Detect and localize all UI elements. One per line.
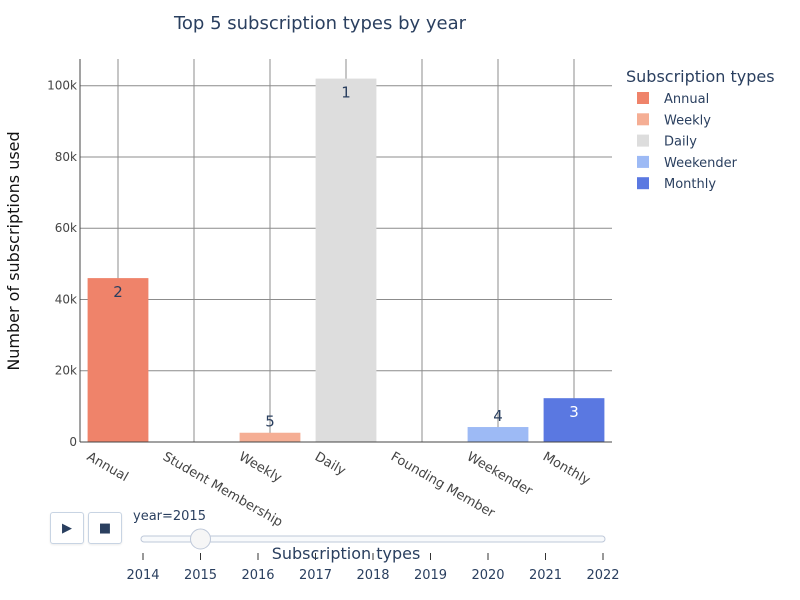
y-axis-title: Number of subscriptions used — [4, 131, 23, 370]
legend: Subscription types Annual Weekly Daily Weeke… — [626, 67, 775, 192]
y-tick-label: 0 — [69, 435, 77, 449]
legend-swatch — [637, 155, 649, 168]
x-tick-label: Weekly — [236, 449, 284, 486]
bar-daily[interactable] — [315, 78, 377, 443]
legend-label: Annual — [664, 92, 709, 107]
x-tick-label: Monthly — [540, 449, 593, 488]
bar-monthly[interactable] — [543, 398, 605, 442]
slider-year-label[interactable]: 2015 — [184, 568, 217, 583]
bar-rank-label: 3 — [569, 403, 579, 421]
bar-weekly[interactable] — [239, 432, 301, 442]
legend-label: Weekly — [664, 113, 711, 128]
slider-year-label[interactable]: 2020 — [471, 568, 504, 583]
slider-year-label[interactable]: 2014 — [126, 568, 159, 583]
bar-rank-label: 2 — [113, 283, 123, 301]
y-tick-label: 40k — [55, 292, 77, 306]
legend-item-weekender[interactable]: Weekender — [637, 155, 738, 171]
x-tick-label: Daily — [312, 449, 348, 479]
legend-swatch — [637, 92, 649, 104]
y-tick-label: 80k — [55, 150, 77, 164]
slider-year-label[interactable]: 2019 — [414, 568, 447, 583]
slider-year-label[interactable]: 2017 — [299, 568, 332, 583]
slider-year-label[interactable]: 2016 — [241, 568, 274, 583]
slider-year-label[interactable]: 2021 — [529, 568, 562, 583]
bar-weekender[interactable] — [467, 427, 529, 442]
bar-labels: 2 5 1 4 3 — [113, 84, 579, 431]
bar-rank-label: 1 — [341, 84, 351, 102]
x-tick-label: Weekender — [464, 449, 535, 499]
legend-swatch — [637, 113, 649, 126]
legend-item-annual[interactable]: Annual — [637, 92, 709, 107]
x-tick-label: Annual — [84, 449, 131, 485]
y-tick-label: 100k — [47, 79, 77, 93]
year-slider[interactable]: year=2015 2014 2015 2016 2017 2018 2019 2020 202… — [126, 509, 619, 583]
stop-button[interactable]: ■ — [88, 512, 122, 544]
bar-annual[interactable] — [87, 278, 149, 442]
legend-item-weekly[interactable]: Weekly — [637, 113, 711, 128]
chart-title: Top 5 subscription types by year — [173, 13, 467, 34]
slider-handle[interactable] — [190, 528, 211, 550]
legend-item-daily[interactable]: Daily — [637, 134, 697, 150]
bars — [87, 78, 605, 443]
legend-label: Monthly — [664, 177, 716, 192]
bar-rank-label: 5 — [265, 413, 275, 431]
y-tick-label: 20k — [55, 364, 77, 378]
y-tick-label: 60k — [55, 221, 77, 235]
slider-year-label[interactable]: 2022 — [586, 568, 619, 583]
x-axis-title: Subscription types — [272, 544, 421, 563]
legend-swatch — [637, 177, 649, 190]
legend-swatch — [637, 134, 649, 147]
legend-label: Weekender — [664, 156, 738, 171]
legend-title: Subscription types — [626, 67, 775, 86]
slider-track[interactable] — [140, 535, 606, 543]
legend-item-monthly[interactable]: Monthly — [637, 177, 716, 192]
slider-current-value: year=2015 — [133, 509, 206, 524]
y-axis: 0 20k 40k 60k 80k 100k — [47, 59, 81, 449]
slider-year-label[interactable]: 2018 — [356, 568, 389, 583]
bar-rank-label: 4 — [493, 407, 503, 425]
legend-label: Daily — [664, 135, 697, 150]
play-button[interactable]: ▶ — [50, 512, 84, 544]
